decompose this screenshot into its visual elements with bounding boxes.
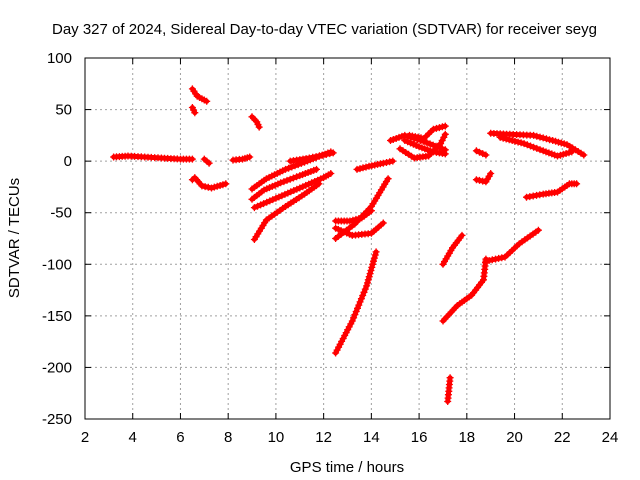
series-arc-19 <box>396 130 449 162</box>
x-tick-label: 20 <box>506 429 523 446</box>
series-arc-23 <box>439 255 490 325</box>
series-markers <box>250 180 323 243</box>
plot-frame <box>84 57 611 420</box>
series-arc-2 <box>188 174 230 192</box>
series-arc-9 <box>248 165 320 203</box>
series-markers <box>523 180 581 201</box>
series-arc-5 <box>200 155 213 167</box>
series-arc-21 <box>401 137 449 158</box>
x-tick-label: 4 <box>129 429 137 446</box>
y-tick-label: 50 <box>55 102 72 119</box>
chart-title: Day 327 of 2024, Sidereal Day-to-day VTE… <box>52 21 597 38</box>
series-markers <box>200 155 213 167</box>
series-markers <box>250 170 335 212</box>
x-tick-label: 2 <box>81 429 89 446</box>
x-tick-label: 8 <box>224 429 232 446</box>
x-tick-label: 16 <box>411 429 428 446</box>
x-axis-label: GPS time / hours <box>290 459 404 476</box>
series-arc-20 <box>406 122 449 142</box>
series-markers <box>472 147 490 159</box>
x-tick-label: 12 <box>315 429 332 446</box>
grid <box>85 58 610 419</box>
x-tick-label: 14 <box>363 429 380 446</box>
x-tick-label: 18 <box>458 429 475 446</box>
series-markers <box>332 248 380 357</box>
series-arc-4 <box>188 104 199 117</box>
series-arc-3 <box>188 85 211 105</box>
series-arc-1 <box>110 152 196 163</box>
series-markers <box>332 219 387 239</box>
series-arc-29 <box>496 133 576 160</box>
series-arc-6 <box>229 153 254 164</box>
x-tick-label: 6 <box>176 429 184 446</box>
series-arc-12 <box>286 149 337 165</box>
series-arc-17 <box>353 157 397 173</box>
series-markers <box>229 153 254 164</box>
y-tick-label: -150 <box>42 308 72 325</box>
series-markers <box>188 174 230 192</box>
data-series <box>110 85 588 405</box>
series-markers <box>286 149 337 165</box>
series-markers <box>188 104 199 117</box>
series-markers <box>439 231 466 268</box>
series-markers <box>401 137 449 158</box>
series-markers <box>439 255 490 325</box>
axis-ticks: 2 4 6 8 10 12 14 16 18 20 22 24-250-200-150-100-500… <box>42 50 618 446</box>
series-markers <box>353 157 397 173</box>
series-markers <box>496 133 576 160</box>
y-tick-label: -200 <box>42 359 72 376</box>
series-markers <box>444 374 454 405</box>
series-markers <box>406 122 449 142</box>
x-tick-label: 24 <box>602 429 619 446</box>
series-arc-11 <box>250 180 323 243</box>
series-arc-7 <box>248 113 263 131</box>
y-tick-label: -250 <box>42 411 72 428</box>
series-arc-26 <box>472 147 490 159</box>
y-axis-label: SDTVAR / TECUs <box>6 178 23 298</box>
series-markers <box>110 152 196 163</box>
series-arc-27 <box>482 226 542 265</box>
x-tick-label: 10 <box>268 429 285 446</box>
series-markers <box>248 113 263 131</box>
series-markers <box>472 170 495 186</box>
series-markers <box>188 85 211 105</box>
x-tick-label: 22 <box>554 429 571 446</box>
series-arc-16 <box>332 219 387 239</box>
series-arc-13 <box>332 248 380 357</box>
y-tick-label: 100 <box>47 50 72 67</box>
series-arc-30 <box>523 180 581 201</box>
series-markers <box>248 165 320 203</box>
series-arc-10 <box>250 170 335 212</box>
series-markers <box>487 129 588 159</box>
y-tick-label: 0 <box>64 153 72 170</box>
y-tick-label: -50 <box>50 205 72 222</box>
series-arc-24 <box>444 374 454 405</box>
series-arc-25 <box>472 170 495 186</box>
series-arc-22 <box>439 231 466 268</box>
series-trace <box>473 148 489 158</box>
y-tick-label: -100 <box>42 256 72 273</box>
series-markers <box>482 226 542 265</box>
